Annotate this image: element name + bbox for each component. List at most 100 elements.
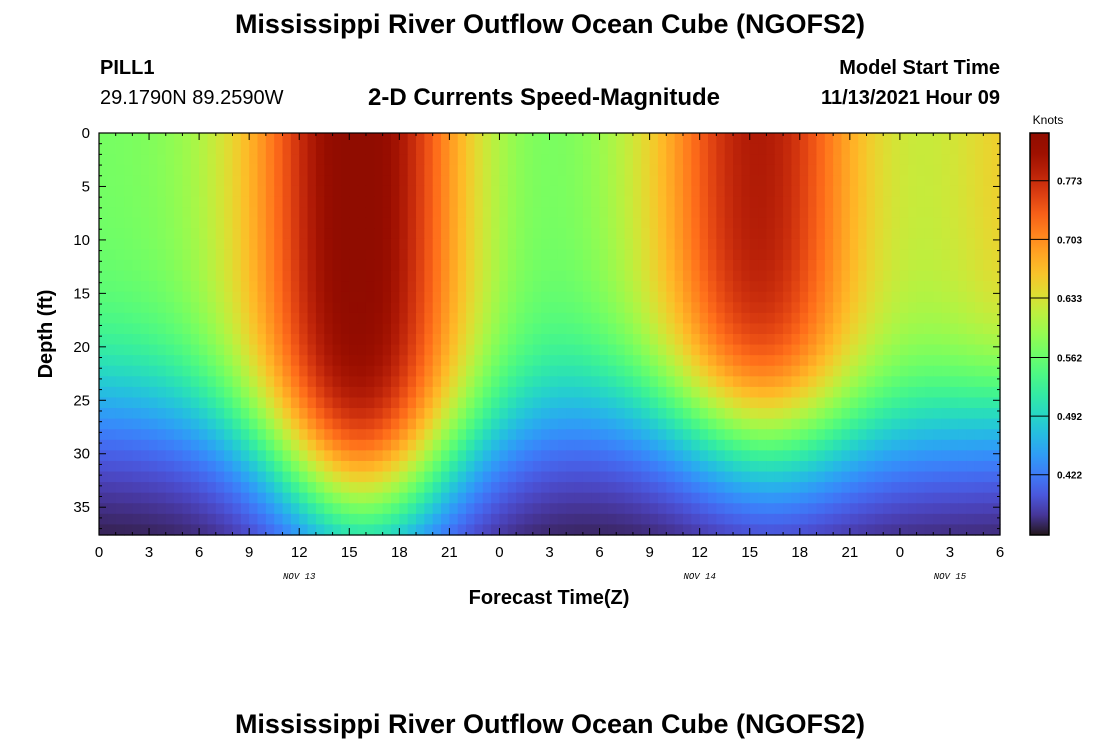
heatmap-cell: [599, 175, 609, 187]
heatmap-cell: [891, 397, 901, 409]
heatmap-cell: [899, 164, 909, 176]
heatmap-cell: [124, 154, 133, 166]
heatmap-cell: [649, 355, 659, 367]
heatmap-cell: [582, 365, 592, 377]
heatmap-cell: [332, 281, 342, 293]
heatmap-cell: [682, 397, 692, 409]
heatmap-cell: [399, 228, 409, 240]
heatmap-cell: [274, 175, 284, 187]
heatmap-cell: [549, 386, 559, 399]
heatmap-cell: [424, 386, 434, 399]
heatmap-cell: [799, 524, 809, 536]
heatmap-cell: [741, 207, 751, 219]
heatmap-cell: [816, 513, 826, 526]
heatmap-cell: [457, 344, 467, 356]
heatmap-cell: [207, 503, 217, 515]
heatmap-cell: [307, 312, 317, 325]
heatmap-cell: [874, 365, 884, 377]
heatmap-cell: [499, 207, 509, 219]
heatmap-cell: [541, 270, 551, 282]
heatmap-cell: [207, 196, 217, 208]
heatmap-cell: [716, 460, 726, 473]
heatmap-cell: [958, 429, 968, 441]
heatmap-cell: [532, 524, 542, 536]
heatmap-cell: [741, 439, 751, 451]
heatmap-cell: [199, 217, 209, 229]
heatmap-cell: [124, 450, 133, 462]
heatmap-cell: [340, 482, 350, 494]
heatmap-cell: [591, 217, 601, 229]
heatmap-cell: [157, 259, 167, 272]
heatmap-cell: [399, 355, 409, 367]
heatmap-cell: [132, 291, 142, 303]
heatmap-cell: [115, 524, 125, 536]
heatmap-cell: [507, 312, 517, 325]
heatmap-cell: [724, 334, 734, 346]
heatmap-cell: [783, 302, 793, 314]
heatmap-cell: [491, 312, 501, 325]
heatmap-cell: [365, 524, 375, 536]
heatmap-cell: [340, 386, 350, 399]
heatmap-cell: [332, 471, 342, 483]
heatmap-cell: [766, 281, 776, 293]
heatmap-cell: [240, 418, 250, 430]
heatmap-cell: [891, 376, 901, 388]
heatmap-cell: [858, 418, 868, 430]
heatmap-cell: [741, 217, 751, 229]
heatmap-cell: [315, 344, 325, 356]
heatmap-cell: [816, 386, 826, 399]
heatmap-cell: [307, 439, 317, 451]
heatmap-cell: [591, 397, 601, 409]
heatmap-cell: [107, 471, 117, 483]
heatmap-cell: [674, 418, 684, 430]
heatmap-cell: [674, 217, 684, 229]
heatmap-cell: [432, 196, 442, 208]
heatmap-cell: [307, 376, 317, 388]
heatmap-cell: [874, 460, 884, 473]
heatmap-cell: [340, 513, 350, 526]
heatmap-cell: [491, 344, 501, 356]
heatmap-cell: [99, 365, 108, 377]
heatmap-cell: [240, 355, 250, 367]
heatmap-cell: [140, 323, 150, 335]
heatmap-cell: [958, 207, 968, 219]
heatmap-cell: [741, 365, 751, 377]
heatmap-cell: [365, 323, 375, 335]
heatmap-cell: [149, 281, 158, 293]
heatmap-cell: [541, 185, 551, 198]
heatmap-cell: [708, 175, 717, 187]
heatmap-cell: [758, 355, 767, 367]
heatmap-cell: [507, 439, 517, 451]
heatmap-cell: [941, 312, 951, 325]
heatmap-cell: [899, 460, 909, 473]
heatmap-cell: [849, 386, 859, 399]
heatmap-cell: [407, 450, 417, 462]
heatmap-cell: [599, 460, 609, 473]
heatmap-cell: [249, 175, 259, 187]
heatmap-cell: [549, 365, 559, 377]
heatmap-cell: [916, 217, 926, 229]
heatmap-cell: [265, 259, 275, 272]
heatmap-cell: [507, 143, 517, 155]
heatmap-cell: [416, 323, 425, 335]
heatmap-cell: [616, 386, 626, 399]
heatmap-cell: [107, 429, 117, 441]
heatmap-cell: [315, 164, 325, 176]
heatmap-cell: [941, 450, 951, 462]
heatmap-cell: [774, 238, 784, 250]
heatmap-cell: [290, 175, 300, 187]
heatmap-cell: [149, 524, 158, 536]
heatmap-cell: [424, 344, 434, 356]
heatmap-cell: [182, 482, 192, 494]
heatmap-cell: [966, 429, 976, 441]
heatmap-cell: [115, 270, 125, 282]
heatmap-cell: [382, 365, 392, 377]
heatmap-cell: [974, 503, 984, 515]
heatmap-cell: [591, 143, 601, 155]
heatmap-cell: [307, 386, 317, 399]
heatmap-cell: [666, 418, 676, 430]
heatmap-cell: [983, 323, 993, 335]
heatmap-cell: [657, 513, 667, 526]
heatmap-cell: [941, 217, 951, 229]
heatmap-cell: [666, 228, 676, 240]
